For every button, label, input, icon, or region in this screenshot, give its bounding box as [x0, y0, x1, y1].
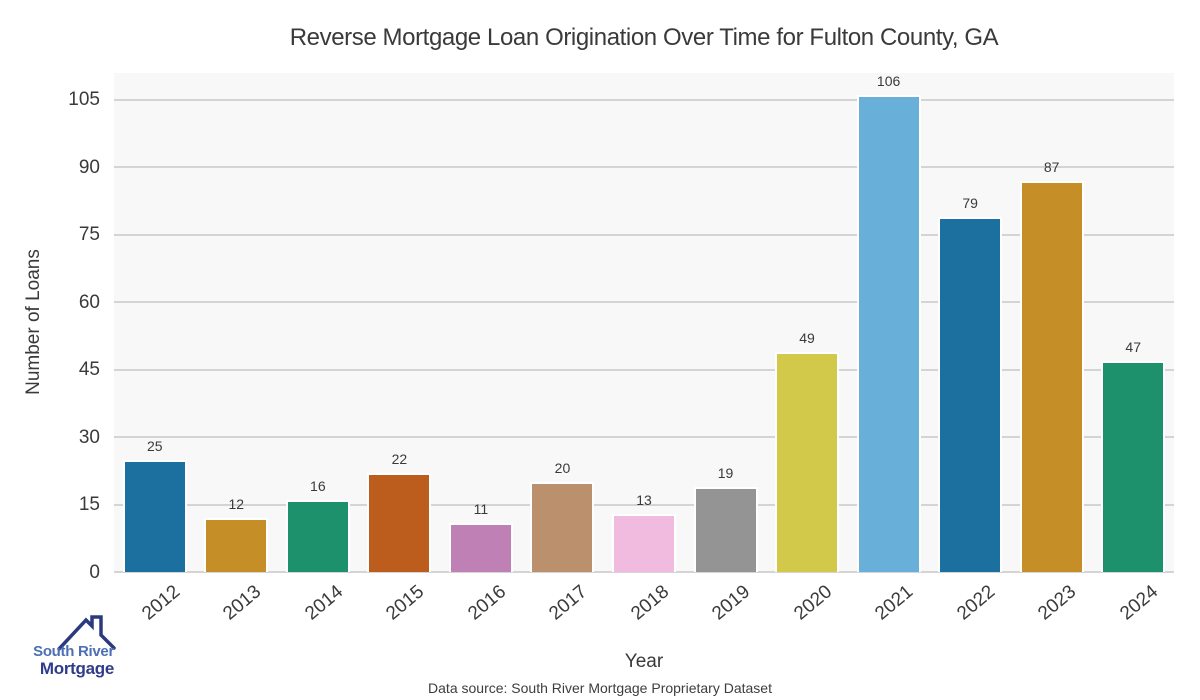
gridline — [114, 571, 1174, 573]
bar-2021 — [856, 95, 921, 572]
bar-2017 — [530, 482, 595, 572]
bar-value-label: 106 — [876, 73, 901, 90]
bar-2019 — [693, 486, 758, 572]
plot-area: 25 12 16 22 11 20 13 19 49 106 79 87 47 — [114, 73, 1174, 573]
x-tick-label: 2023 — [1034, 581, 1081, 625]
bar-2018 — [612, 513, 676, 572]
x-tick-label: 2012 — [137, 581, 184, 625]
x-tick-label: 2013 — [219, 581, 266, 625]
logo-text-line1: South River — [33, 643, 114, 660]
chart-title: Reverse Mortgage Loan Origination Over T… — [289, 24, 999, 51]
gridline — [114, 301, 1174, 304]
y-tick-label: 30 — [78, 426, 100, 448]
x-tick-label: 2021 — [871, 581, 918, 625]
bar-value-label: 12 — [228, 496, 245, 513]
x-tick-label: 2020 — [790, 581, 836, 625]
bar-2023 — [1019, 180, 1084, 572]
logo-text-line2: Mortgage — [39, 659, 114, 679]
bar-2020 — [775, 351, 840, 572]
gridline — [114, 233, 1174, 236]
y-tick-label: 90 — [78, 156, 100, 178]
y-tick-label: 105 — [68, 89, 100, 111]
y-tick-label: 60 — [78, 291, 100, 313]
bar-value-label: 20 — [554, 460, 571, 477]
bar-value-label: 22 — [391, 451, 408, 468]
bar-value-label: 87 — [1043, 158, 1060, 175]
y-tick-label: 0 — [89, 561, 100, 583]
x-tick-label: 2014 — [300, 581, 347, 625]
bar-2014 — [285, 500, 350, 572]
y-tick-label: 15 — [78, 494, 100, 516]
x-tick-label: 2016 — [463, 581, 510, 625]
x-tick-label: 2019 — [708, 581, 755, 625]
bar-value-label: 19 — [717, 464, 734, 481]
gridline — [114, 368, 1174, 371]
bar-value-label: 79 — [962, 194, 978, 211]
bar-2024 — [1101, 360, 1166, 572]
y-tick-label: 75 — [78, 224, 100, 246]
bar-value-label: 49 — [799, 329, 815, 346]
y-tick-label: 45 — [78, 359, 100, 381]
bar-2013 — [204, 518, 269, 572]
gridline — [114, 98, 1174, 101]
bar-2016 — [448, 522, 513, 572]
x-tick-label: 2018 — [626, 581, 673, 625]
bar-value-label: 13 — [636, 491, 652, 508]
bar-value-label: 16 — [310, 478, 326, 495]
x-tick-label: 2022 — [953, 581, 1000, 625]
x-axis-label: Year — [624, 651, 664, 672]
company-logo: South River Mortgage — [20, 610, 130, 690]
bar-2015 — [367, 473, 432, 572]
bar-value-label: 47 — [1125, 338, 1142, 355]
house-roof-icon — [57, 615, 116, 651]
gridline — [114, 166, 1174, 169]
x-tick-label: 2015 — [382, 581, 429, 625]
bar-2022 — [938, 216, 1003, 572]
bar-value-label: 25 — [146, 437, 163, 454]
gridline — [114, 436, 1174, 439]
bar-value-label: 11 — [473, 500, 489, 517]
data-source-note: Data source: South River Mortgage Propri… — [428, 680, 772, 696]
gridline — [114, 503, 1174, 506]
x-tick-label: 2017 — [545, 581, 592, 625]
bar-2012 — [122, 459, 187, 572]
x-tick-label: 2024 — [1116, 581, 1163, 625]
y-axis-label: Number of Loans — [23, 249, 44, 395]
